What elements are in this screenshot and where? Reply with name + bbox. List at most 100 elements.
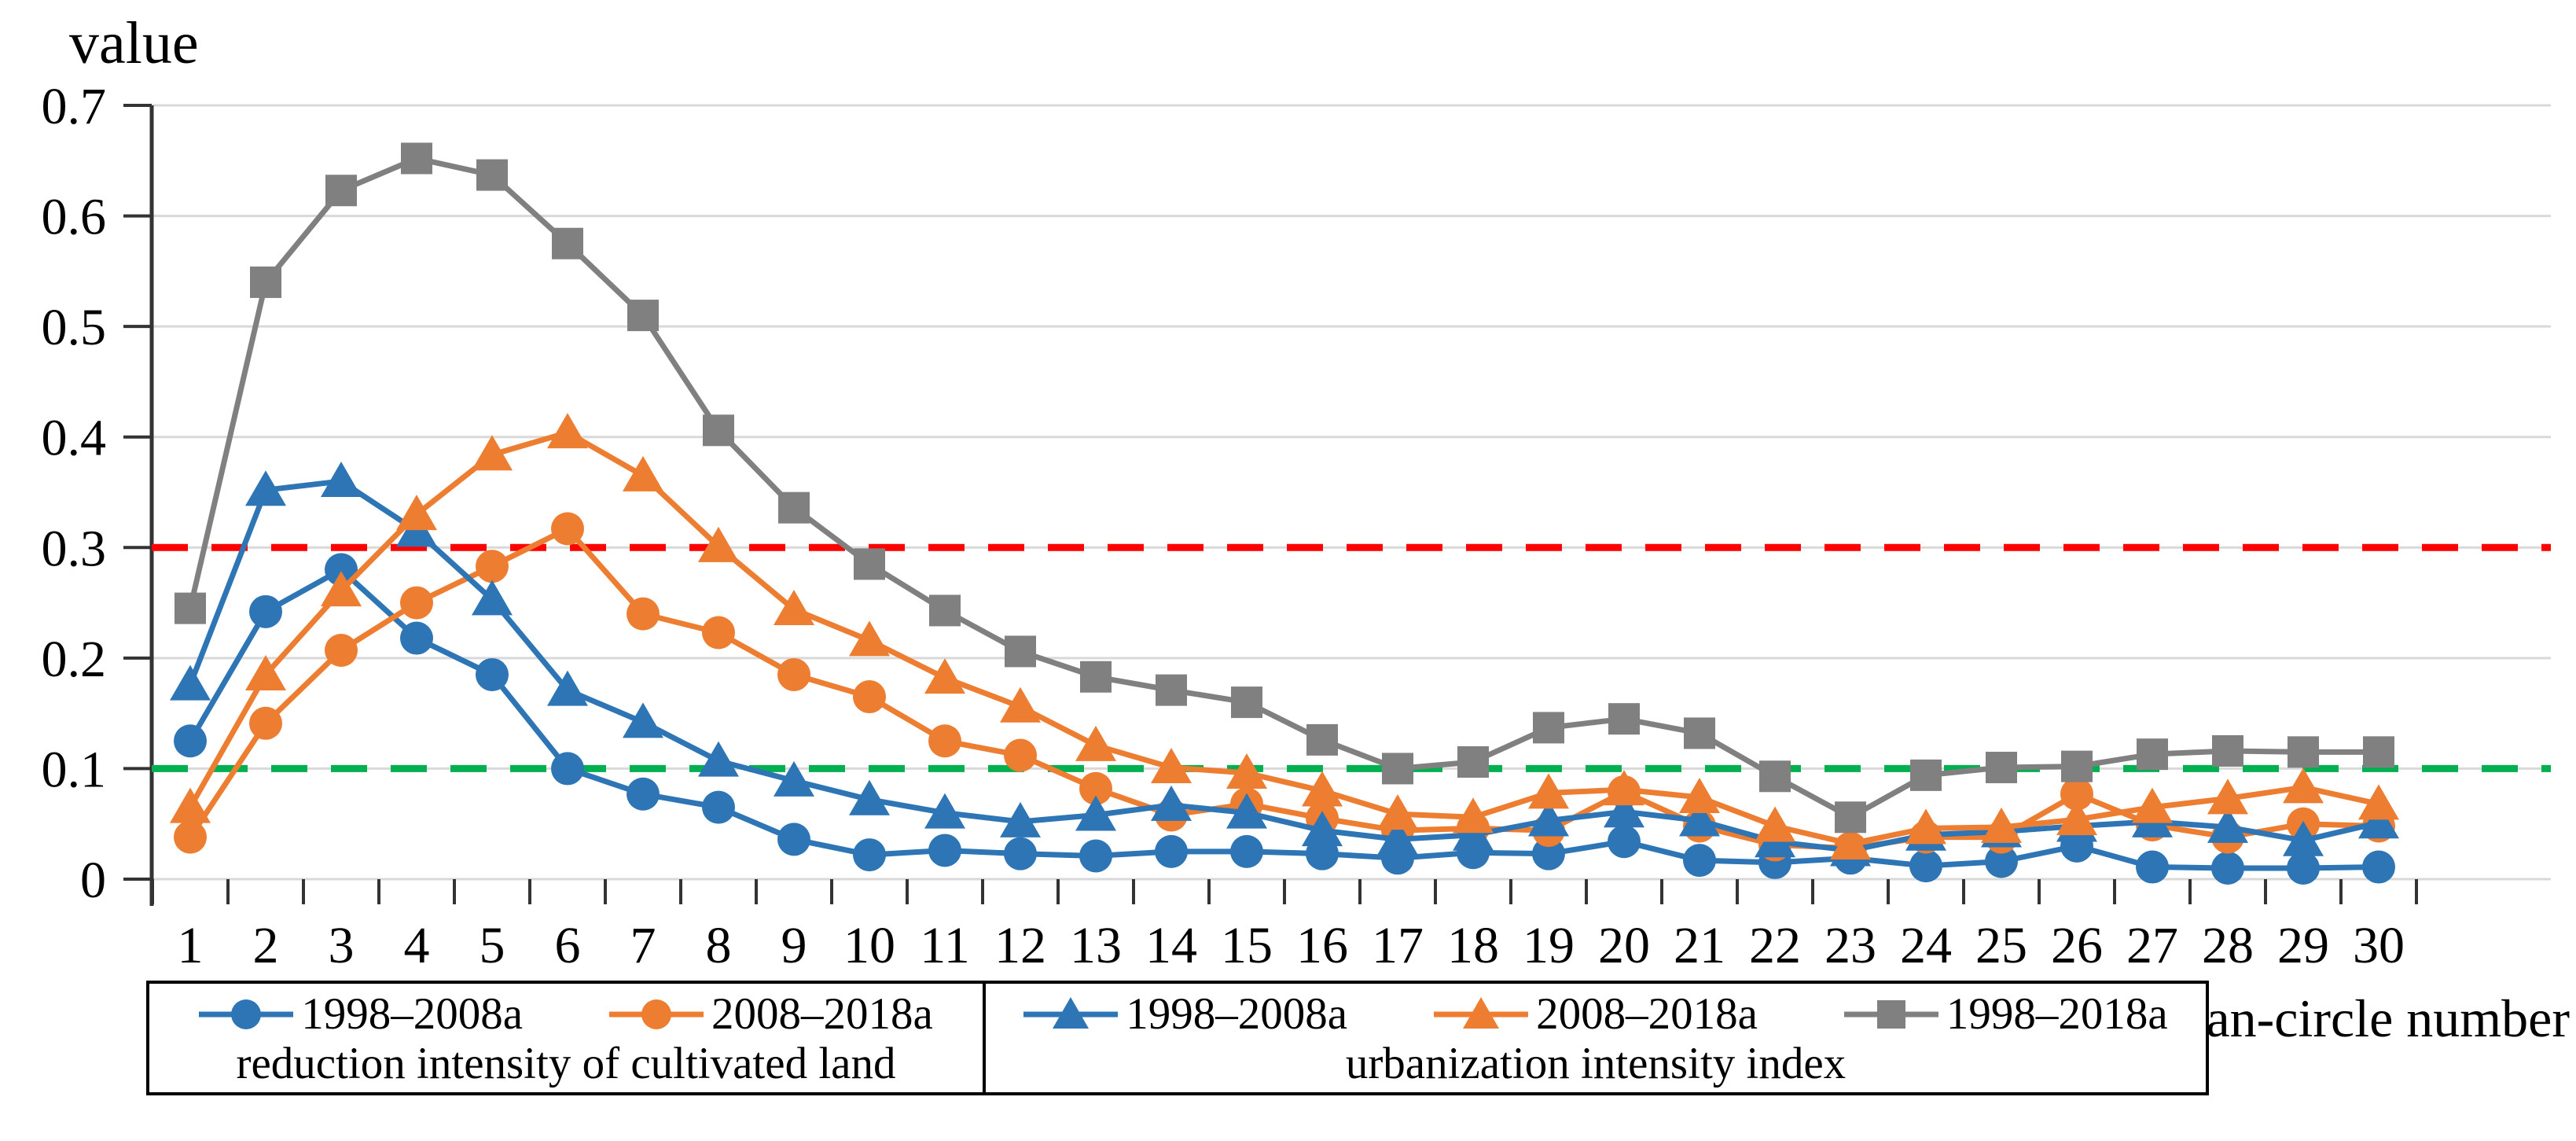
data-point-square bbox=[854, 548, 885, 580]
x-tick-label: 20 bbox=[1598, 917, 1650, 974]
data-point-square bbox=[552, 227, 583, 259]
data-point-circle bbox=[551, 512, 584, 546]
data-point-circle bbox=[777, 657, 810, 691]
data-point-triangle bbox=[2358, 784, 2399, 820]
data-point-triangle bbox=[1377, 819, 1418, 856]
series-line bbox=[187, 429, 2379, 847]
data-point-circle bbox=[249, 706, 282, 740]
x-tick-label: 22 bbox=[1749, 917, 1801, 974]
data-point-square bbox=[703, 414, 734, 447]
data-point-circle bbox=[2362, 850, 2395, 884]
x-tick-label: 26 bbox=[2051, 917, 2103, 974]
x-tick-label: 27 bbox=[2126, 917, 2178, 974]
legend-entry[interactable]: 1998–2008a bbox=[1023, 988, 1347, 1040]
x-tick-label: 14 bbox=[1145, 917, 1197, 974]
x-tick-label: 18 bbox=[1447, 917, 1499, 974]
data-point-circle bbox=[928, 834, 961, 867]
legend-entries-row: 1998–2008a 2008–2018a 1998–2018a bbox=[986, 988, 2206, 1040]
legend-entry[interactable]: 2008–2018a bbox=[1434, 988, 1758, 1040]
data-point-triangle bbox=[1453, 797, 1494, 834]
data-point-triangle bbox=[2207, 778, 2248, 815]
data-point-circle bbox=[2060, 777, 2093, 811]
data-point-square bbox=[1005, 635, 1036, 668]
data-point-triangle bbox=[170, 664, 211, 701]
data-point-circle bbox=[1004, 837, 1037, 870]
data-point-triangle bbox=[1377, 794, 1418, 830]
data-point-circle bbox=[928, 724, 961, 758]
data-point-triangle bbox=[1679, 777, 1720, 813]
legend-entry[interactable]: 2008–2018a bbox=[609, 988, 933, 1040]
data-point-circle bbox=[1155, 834, 1188, 868]
data-point-triangle bbox=[472, 580, 513, 616]
data-point-triangle bbox=[1302, 771, 1343, 807]
data-point-triangle bbox=[1000, 801, 1041, 837]
data-point-square bbox=[1156, 674, 1187, 706]
data-point-square bbox=[1306, 723, 1338, 756]
legend-box-caption: reduction intensity of cultivated land bbox=[236, 1039, 896, 1088]
data-point-triangle bbox=[2207, 807, 2248, 843]
data-point-triangle bbox=[1000, 686, 1041, 723]
x-tick-label: 15 bbox=[1221, 917, 1273, 974]
y-tick-label: 0.6 bbox=[42, 189, 107, 246]
legend-box-1: 1998–2008a 2008–2018a 1998–2018a urbanizati… bbox=[983, 981, 2209, 1095]
data-point-circle bbox=[476, 657, 509, 691]
data-point-square bbox=[2212, 734, 2243, 767]
data-point-triangle bbox=[698, 741, 739, 777]
data-point-square bbox=[476, 159, 508, 191]
data-point-triangle bbox=[2283, 820, 2324, 856]
series-line bbox=[187, 155, 2379, 820]
legend-entry-label: 1998–2008a bbox=[301, 989, 523, 1039]
x-tick-label: 16 bbox=[1296, 917, 1348, 974]
x-tick-label: 1 bbox=[178, 917, 204, 974]
data-point-triangle bbox=[849, 620, 890, 657]
y-tick-label: 0.7 bbox=[42, 78, 107, 135]
legend-entries-row: 1998–2008a 2008–2018a bbox=[149, 988, 983, 1040]
data-point-square bbox=[778, 491, 810, 524]
data-point-circle bbox=[2136, 850, 2169, 884]
data-point-circle bbox=[1079, 771, 1112, 805]
y-tick-label: 0.1 bbox=[42, 741, 107, 798]
legend-entry[interactable]: 1998–2018a bbox=[1843, 988, 2168, 1040]
x-tick-label: 8 bbox=[706, 917, 732, 974]
data-point-square bbox=[175, 592, 206, 624]
legend-entry-label: 2008–2018a bbox=[711, 989, 933, 1039]
data-point-triangle bbox=[1528, 773, 1569, 809]
data-point-triangle bbox=[623, 702, 663, 738]
data-point-square bbox=[1382, 753, 1413, 785]
data-point-square bbox=[2061, 750, 2093, 782]
data-point-circle bbox=[1608, 825, 1641, 859]
data-point-square bbox=[1835, 801, 1866, 834]
x-tick-label: 3 bbox=[329, 917, 355, 974]
data-point-circle bbox=[174, 724, 207, 758]
data-point-triangle bbox=[2056, 800, 2097, 836]
data-point-circle bbox=[1985, 845, 2018, 878]
data-point-triangle bbox=[1151, 785, 1192, 821]
x-tick-label: 11 bbox=[920, 917, 970, 974]
x-tick-label: 17 bbox=[1372, 917, 1424, 974]
y-tick-label: 0.4 bbox=[42, 410, 107, 467]
x-tick-label: 9 bbox=[781, 917, 807, 974]
data-point-triangle bbox=[245, 470, 286, 506]
data-point-triangle bbox=[698, 526, 739, 562]
data-point-square bbox=[2288, 736, 2319, 768]
x-tick-label: 23 bbox=[1825, 917, 1876, 974]
y-tick-label: 0.3 bbox=[42, 520, 107, 577]
data-point-square bbox=[1457, 745, 1489, 778]
y-tick-label: 0 bbox=[80, 852, 106, 909]
x-tick-label: 19 bbox=[1523, 917, 1575, 974]
data-point-square bbox=[1231, 686, 1262, 719]
data-point-circle bbox=[551, 752, 584, 786]
data-point-circle bbox=[777, 823, 810, 856]
data-point-circle bbox=[627, 597, 660, 631]
data-point-circle bbox=[1683, 844, 1716, 878]
data-point-triangle bbox=[2283, 767, 2324, 804]
data-point-square bbox=[2137, 738, 2168, 771]
x-tick-label: 29 bbox=[2277, 917, 2329, 974]
x-tick-label: 24 bbox=[1900, 917, 1952, 974]
data-point-circle bbox=[325, 553, 358, 587]
legend-entry[interactable]: 1998–2008a bbox=[199, 988, 523, 1040]
data-point-triangle bbox=[1604, 770, 1644, 806]
triangle-marker-icon bbox=[1434, 996, 1529, 1029]
